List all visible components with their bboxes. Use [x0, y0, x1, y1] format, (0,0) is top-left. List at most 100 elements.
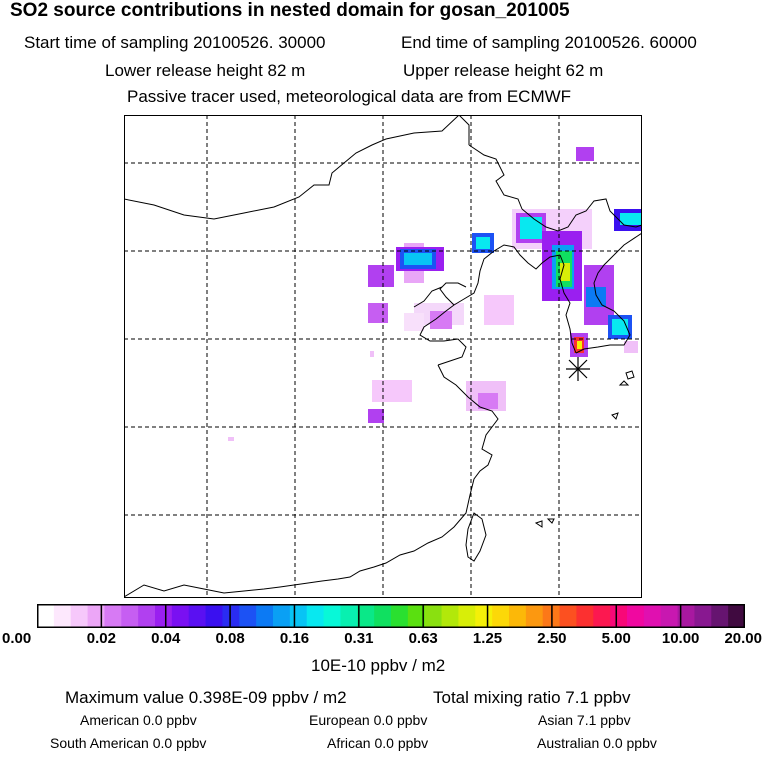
colorbar-swatch	[87, 604, 105, 628]
patch	[576, 147, 594, 161]
patch	[476, 237, 490, 249]
colorbar-swatch	[239, 604, 257, 628]
patch	[484, 295, 514, 325]
colorbar-swatch	[424, 604, 443, 628]
colorbar-swatch	[441, 604, 459, 628]
colorbar-swatch	[155, 604, 173, 628]
patch	[624, 341, 638, 353]
colorbar-swatch	[593, 604, 611, 628]
colorbar-swatch	[728, 604, 745, 628]
colorbar-label: 0.63	[408, 630, 438, 647]
colorbar-swatch	[53, 604, 72, 628]
patch	[368, 265, 394, 287]
colorbar-swatch	[711, 604, 729, 628]
african-contribution: African 0.0 ppbv	[327, 735, 429, 751]
island	[625, 370, 635, 380]
island	[611, 412, 619, 420]
island-taiwan	[465, 512, 487, 562]
colorbar-swatch	[677, 604, 695, 628]
border-line	[468, 144, 523, 210]
colorbar-swatch	[660, 604, 679, 628]
colorbar-label: 0.00	[2, 630, 32, 647]
australian-contribution: Australian 0.0 ppbv	[537, 735, 657, 751]
colorbar-swatch	[121, 604, 139, 628]
colorbar-swatch	[188, 604, 207, 628]
colorbar-swatch	[104, 604, 122, 628]
colorbar-swatch	[627, 604, 645, 628]
colorbar-swatch	[458, 604, 476, 628]
colorbar-swatch	[643, 604, 662, 628]
patch	[368, 303, 388, 323]
patch	[228, 437, 234, 441]
island	[618, 380, 630, 386]
island	[546, 518, 555, 524]
map-title: SO2 source contributions in nested domai…	[10, 0, 570, 21]
lower-release-height: Lower release height 82 m	[105, 61, 306, 80]
coastline	[559, 254, 577, 354]
colorbar-swatch	[340, 604, 358, 628]
colorbar-swatch	[256, 604, 274, 628]
maximum-value: Maximum value 0.398E-09 ppbv / m2	[65, 688, 347, 707]
colorbar-label: 1.25	[472, 630, 503, 647]
colorbar-label: 10.00	[661, 630, 700, 647]
patch	[404, 313, 424, 331]
colorbar-label: 0.08	[215, 630, 245, 647]
asian-contribution: Asian 7.1 ppbv	[538, 712, 631, 728]
patch	[404, 253, 432, 265]
patch	[370, 351, 374, 357]
colorbar-unit: 10E-10 ppbv / m2	[311, 656, 446, 675]
colorbar-swatch	[391, 604, 409, 628]
coastline	[439, 282, 467, 306]
patch	[620, 213, 642, 225]
colorbar-swatch	[509, 604, 527, 628]
colorbar-swatch	[205, 604, 223, 628]
start-time: Start time of sampling 20100526. 30000	[24, 33, 326, 52]
colorbar-swatch	[357, 604, 375, 628]
colorbar-swatch	[407, 604, 426, 628]
colorbar-label: 20.00	[724, 630, 762, 647]
colorbar-swatch	[138, 604, 156, 628]
colorbar-label: 0.16	[279, 630, 310, 647]
patch	[586, 287, 606, 307]
border-line	[124, 115, 460, 220]
upper-release-height: Upper release height 62 m	[403, 61, 604, 80]
patch	[520, 217, 542, 239]
colorbar-label: 2.50	[537, 630, 567, 647]
european-contribution: European 0.0 ppbv	[309, 712, 428, 728]
colorbar-swatch	[273, 604, 291, 628]
colorbar-frame	[37, 604, 745, 628]
map-panel	[124, 115, 642, 598]
tracer-note: Passive tracer used, meteorological data…	[127, 87, 572, 106]
coastline	[575, 232, 642, 354]
total-mixing-ratio: Total mixing ratio 7.1 ppbv	[433, 688, 631, 707]
patch	[560, 263, 570, 281]
colorbar-label: 0.02	[86, 630, 116, 647]
colorbar-swatch	[610, 604, 628, 628]
colorbar-swatch	[559, 604, 577, 628]
graticule	[124, 115, 642, 598]
colorbar-swatch	[306, 604, 325, 628]
border-line	[458, 115, 470, 145]
colorbar-swatch	[576, 604, 594, 628]
american-contribution: American 0.0 ppbv	[80, 712, 197, 728]
colorbar-swatch	[37, 604, 55, 628]
coastline	[124, 364, 499, 598]
colorbar-swatch	[70, 604, 89, 628]
receptor-star-icon	[566, 357, 590, 381]
patch	[478, 393, 498, 409]
map-frame	[124, 115, 642, 598]
colorbar-swatch	[323, 604, 341, 628]
patch	[430, 311, 452, 329]
colorbar-swatch	[694, 604, 712, 628]
colorbar-swatch	[374, 604, 392, 628]
colorbar-label: 0.04	[151, 630, 181, 647]
patch	[612, 319, 628, 335]
coastline	[521, 198, 642, 232]
colorbar-swatch	[525, 604, 544, 628]
colorbar-swatch	[492, 604, 510, 628]
colorbar-label: 0.31	[344, 630, 374, 647]
concentration-field	[228, 147, 642, 441]
patch	[577, 341, 582, 349]
colorbar-swatch	[171, 604, 190, 628]
end-time: End time of sampling 20100526. 60000	[401, 33, 697, 52]
